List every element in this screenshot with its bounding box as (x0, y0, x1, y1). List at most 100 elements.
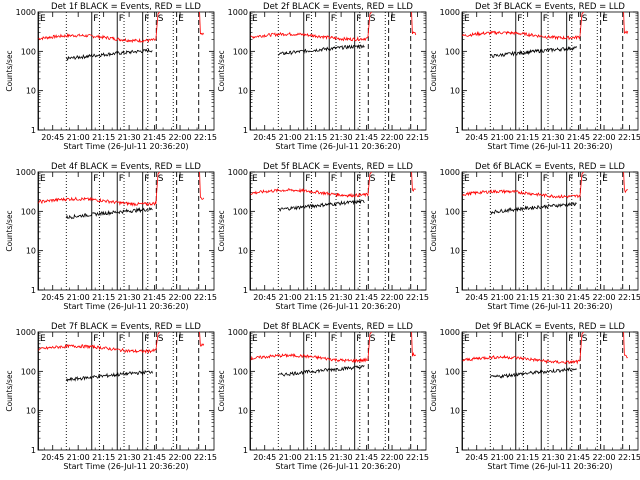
panel-title: Det 7f BLACK = Events, RED = LLD (51, 322, 201, 332)
x-tick-label: 22:15 (618, 453, 640, 462)
x-tick-label: 22:15 (406, 133, 429, 142)
y-tick-label: 10 (26, 407, 36, 416)
marker-label: F (543, 334, 548, 344)
marker-label: S (582, 174, 588, 184)
lld-series-line (38, 171, 160, 207)
marker-label: E (464, 174, 470, 184)
y-tick-label: 10 (26, 87, 36, 96)
y-tick-label: 1000 (228, 8, 248, 17)
marker-label: E (390, 334, 396, 344)
marker-label: S (370, 174, 376, 184)
x-tick-label: 20:45 (465, 293, 488, 302)
y-tick-label: 100 (233, 367, 248, 376)
panel-title: Det 3f BLACK = Events, RED = LLD (475, 2, 625, 12)
x-tick-label: 21:15 (516, 453, 539, 462)
marker-label: E (464, 334, 470, 344)
y-tick-label: 1000 (228, 328, 248, 337)
y-tick-label: 100 (233, 207, 248, 216)
plot-frame (249, 331, 427, 451)
lld-series-line (462, 171, 584, 199)
events-series-line (65, 369, 153, 383)
y-tick-label: 10 (238, 407, 248, 416)
panel-det-9: Det 9f BLACK = Events, RED = LLD 1 10 100 10… (429, 322, 640, 471)
x-tick-label: 22:00 (593, 293, 616, 302)
x-tick-label: 21:00 (491, 133, 514, 142)
lld-series-tail (199, 11, 205, 36)
marker-label: F (517, 174, 522, 184)
x-tick-label: 21:15 (516, 293, 539, 302)
y-tick-label: 1 (243, 446, 248, 455)
panel-title: Det 5f BLACK = Events, RED = LLD (263, 162, 413, 172)
x-axis-label: Start Time (26-Jul-11 20:36:20) (487, 462, 612, 471)
x-tick-label: 21:30 (542, 133, 565, 142)
panel-title: Det 9f BLACK = Events, RED = LLD (475, 322, 625, 332)
x-tick-label: 21:15 (92, 293, 115, 302)
panel-title: Det 1f BLACK = Events, RED = LLD (51, 2, 201, 12)
x-tick-label: 22:00 (169, 453, 192, 462)
x-tick-label: 22:00 (169, 133, 192, 142)
x-tick-label: 20:45 (253, 293, 276, 302)
x-tick-label: 21:30 (118, 293, 141, 302)
plot-frame (461, 331, 639, 451)
panel-det-6: Det 6f BLACK = Events, RED = LLD 1 10 100 10… (429, 162, 640, 311)
marker-label: F (331, 174, 336, 184)
y-tick-label: 1000 (16, 8, 36, 17)
y-tick-label: 1 (31, 286, 36, 295)
x-tick-label: 21:30 (118, 453, 141, 462)
marker-label: F (356, 174, 361, 184)
lld-series-tail (411, 171, 416, 192)
marker-label: E (602, 334, 608, 344)
x-tick-label: 22:15 (618, 293, 640, 302)
marker-label: E (40, 174, 46, 184)
marker-label: E (390, 14, 396, 24)
panel-det-7: Det 7f BLACK = Events, RED = LLD 1 10 100 10… (5, 322, 217, 471)
marker-label: S (582, 334, 588, 344)
x-tick-label: 21:45 (143, 453, 166, 462)
marker-label: F (119, 14, 124, 24)
marker-label: E (178, 14, 184, 24)
y-tick-label: 10 (450, 87, 460, 96)
y-axis-label: Counts/sec (429, 210, 438, 251)
events-series-line (489, 46, 577, 59)
x-tick-label: 21:30 (542, 293, 565, 302)
x-tick-label: 21:45 (143, 293, 166, 302)
x-tick-label: 21:30 (542, 453, 565, 462)
marker-label: S (158, 174, 164, 184)
panel-det-5: Det 5f BLACK = Events, RED = LLD 1 10 100 10… (217, 162, 429, 311)
events-series-line (277, 365, 365, 377)
events-series-line (65, 47, 153, 62)
y-tick-label: 1000 (440, 8, 460, 17)
marker-label: F (119, 334, 124, 344)
x-axis-label: Start Time (26-Jul-11 20:36:20) (275, 142, 400, 151)
x-tick-label: 20:45 (253, 453, 276, 462)
x-tick-label: 20:45 (41, 133, 64, 142)
x-tick-label: 21:15 (516, 133, 539, 142)
x-tick-label: 21:45 (355, 293, 378, 302)
y-tick-label: 1000 (16, 168, 36, 177)
panel-title: Det 4f BLACK = Events, RED = LLD (51, 162, 201, 172)
panel-det-2: Det 2f BLACK = Events, RED = LLD 1 10 100 10… (217, 2, 429, 151)
x-tick-label: 22:00 (381, 133, 404, 142)
x-tick-label: 21:15 (92, 133, 115, 142)
x-axis-label: Start Time (26-Jul-11 20:36:20) (275, 462, 400, 471)
marker-label: F (568, 334, 573, 344)
lld-series-tail (199, 171, 205, 201)
x-tick-label: 20:45 (41, 453, 64, 462)
events-series-line (277, 44, 365, 56)
marker-label: E (390, 174, 396, 184)
x-tick-label: 21:45 (567, 453, 590, 462)
marker-label: F (305, 334, 310, 344)
events-series-line (489, 367, 577, 379)
lld-series-line (250, 331, 372, 364)
x-tick-label: 21:45 (355, 453, 378, 462)
y-tick-label: 1000 (440, 168, 460, 177)
marker-label: E (464, 14, 470, 24)
x-tick-label: 22:15 (618, 133, 640, 142)
panel-det-4: Det 4f BLACK = Events, RED = LLD 1 10 100 10… (5, 162, 217, 311)
y-axis-label: Counts/sec (429, 370, 438, 411)
marker-label: F (568, 174, 573, 184)
y-axis-label: Counts/sec (429, 50, 438, 91)
x-tick-label: 21:45 (143, 133, 166, 142)
lld-series-tail (623, 171, 628, 194)
